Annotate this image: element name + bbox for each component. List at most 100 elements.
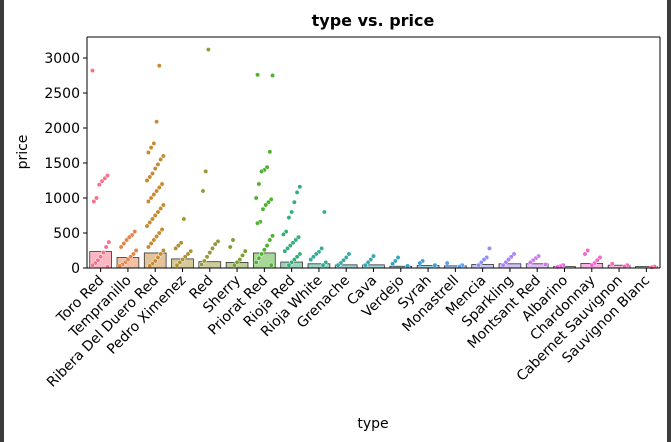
data-point: [390, 261, 396, 267]
data-point: [144, 223, 150, 229]
data-point: [253, 259, 259, 265]
data-point: [156, 63, 162, 69]
data-point: [582, 251, 588, 257]
data-point: [148, 195, 154, 201]
data-point: [291, 199, 297, 205]
data-point: [147, 220, 153, 225]
data-point: [405, 263, 411, 269]
data-point: [261, 247, 267, 253]
y-tick-label: 1500: [44, 156, 80, 172]
data-point: [230, 237, 236, 243]
data-point: [148, 241, 154, 246]
data-point: [542, 262, 548, 267]
data-point: [289, 209, 295, 215]
window-frame-right: [667, 0, 671, 442]
y-tick-label: 2500: [44, 86, 80, 102]
data-point: [297, 184, 303, 190]
x-axis-label: type: [357, 416, 388, 432]
y-tick-label: 0: [71, 261, 80, 277]
data-point: [267, 149, 273, 155]
data-point: [150, 171, 155, 176]
data-point: [90, 68, 95, 74]
data-point: [98, 254, 104, 260]
data-point: [94, 195, 100, 201]
data-point: [259, 251, 265, 257]
data-point: [158, 157, 164, 162]
data-point: [267, 237, 273, 243]
data-point: [99, 178, 105, 184]
data-point: [589, 262, 595, 268]
data-point: [487, 245, 492, 251]
data-point: [649, 264, 655, 270]
data-point: [121, 241, 127, 246]
data-point: [148, 145, 154, 151]
data-point: [150, 216, 155, 222]
data-point: [255, 72, 260, 78]
data-point: [207, 250, 213, 256]
data-point: [133, 248, 139, 253]
data-point: [204, 254, 210, 260]
data-point: [500, 262, 506, 268]
data-point: [264, 243, 270, 249]
data-point: [308, 257, 314, 263]
data-point: [362, 262, 368, 268]
data-point: [145, 150, 151, 155]
data-point: [320, 262, 326, 268]
data-point: [151, 140, 157, 146]
data-point: [144, 178, 150, 183]
data-point: [294, 189, 300, 195]
data-point: [201, 258, 207, 264]
data-point: [205, 47, 211, 53]
data-point: [263, 202, 269, 208]
data-point: [152, 213, 158, 218]
chart-title: type vs. price: [312, 11, 435, 30]
data-point: [96, 182, 102, 188]
y-tick-label: 500: [53, 226, 80, 242]
data-point: [160, 153, 166, 159]
data-point: [609, 261, 615, 267]
data-point: [124, 237, 130, 243]
data-point: [444, 260, 450, 266]
data-point: [255, 220, 260, 226]
data-point: [147, 263, 153, 269]
data-point: [154, 119, 160, 125]
data-point: [155, 255, 161, 260]
data-point: [156, 230, 162, 236]
data-point: [132, 229, 138, 235]
data-point: [155, 161, 161, 167]
y-tick-label: 3000: [44, 51, 80, 67]
window-frame-left: [0, 0, 4, 442]
data-point: [151, 192, 157, 197]
data-point: [151, 237, 157, 243]
data-point: [145, 244, 151, 250]
data-point: [160, 202, 166, 208]
data-point: [160, 248, 166, 253]
data-point: [371, 253, 376, 259]
data-point: [91, 199, 97, 204]
data-point: [100, 250, 106, 256]
data-point: [210, 245, 215, 251]
data-point: [117, 263, 123, 269]
data-point: [199, 262, 205, 267]
data-point: [154, 234, 160, 239]
data-point: [321, 209, 327, 215]
y-tick-label: 1000: [44, 191, 80, 207]
data-point: [286, 262, 292, 268]
data-point: [260, 206, 266, 212]
data-point: [240, 252, 245, 258]
data-point: [227, 244, 233, 250]
data-point: [181, 216, 187, 222]
data-point: [159, 181, 165, 187]
data-point: [90, 262, 95, 268]
y-tick-label: 2000: [44, 121, 80, 137]
data-point: [268, 262, 274, 268]
data-point: [158, 251, 164, 257]
data-point: [256, 255, 262, 261]
data-point: [145, 199, 151, 204]
data-point: [346, 251, 352, 257]
data-point: [147, 174, 153, 180]
data-point: [281, 231, 286, 237]
data-point: [103, 244, 109, 250]
